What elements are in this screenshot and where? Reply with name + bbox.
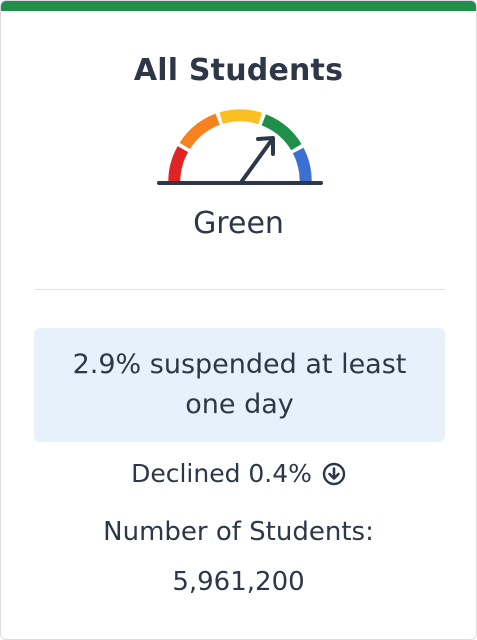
gauge-meter-icon [157,109,323,185]
change-text: Declined 0.4% [131,459,312,488]
gauge-segment-orange [179,113,220,150]
arrow-down-circle-icon [322,462,346,485]
student-count-value: 5,961,200 [172,567,305,597]
status-color-bar [1,1,476,11]
change-indicator: Declined 0.4% [1,459,476,488]
gauge-segment-yellow [219,109,263,125]
gauge-segment-blue [292,147,312,182]
metric-box: 2.9% suspended at least one day [34,328,445,442]
gauge-needle-head [256,136,275,156]
divider [35,289,445,290]
metric-text: 2.9% suspended at least one day [72,349,407,420]
card-title: All Students [133,53,344,88]
status-label: Green [193,206,284,241]
student-count-label: Number of Students: [103,517,374,547]
gauge-segment-red [168,146,189,182]
gauge-needle [240,139,273,183]
gauge-segment-green [261,114,302,151]
